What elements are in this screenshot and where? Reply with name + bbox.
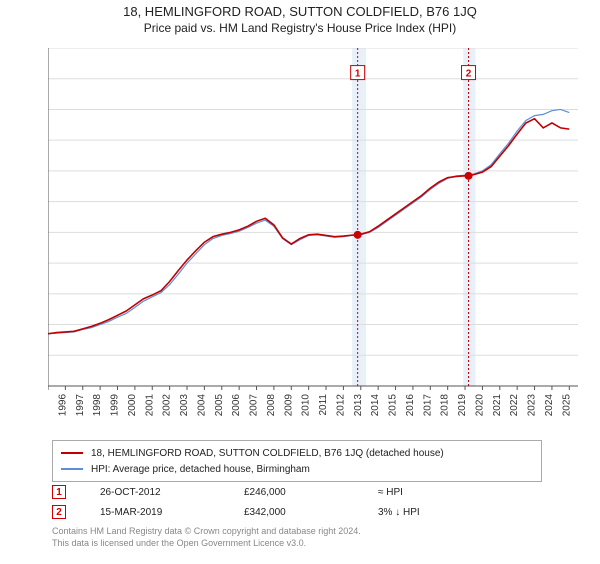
svg-text:2012: 2012	[335, 394, 346, 417]
svg-text:2015: 2015	[388, 394, 399, 417]
trade-row: 1 26-OCT-2012 £246,000 ≈ HPI	[52, 482, 542, 502]
trade-row: 2 15-MAR-2019 £342,000 3% ↓ HPI	[52, 502, 542, 522]
svg-text:2021: 2021	[492, 394, 503, 417]
svg-text:2000: 2000	[127, 394, 138, 417]
svg-text:2016: 2016	[405, 394, 416, 417]
svg-text:1996: 1996	[57, 394, 68, 417]
footer-line-2: This data is licensed under the Open Gov…	[52, 538, 542, 550]
legend-row: HPI: Average price, detached house, Birm…	[61, 461, 533, 477]
svg-text:2006: 2006	[231, 394, 242, 417]
trade-date: 26-OCT-2012	[100, 487, 210, 498]
trade-diff: 3% ↓ HPI	[378, 507, 420, 518]
legend-label-hpi: HPI: Average price, detached house, Birm…	[91, 464, 310, 475]
svg-text:1998: 1998	[92, 394, 103, 417]
svg-text:2008: 2008	[266, 394, 277, 417]
svg-text:2001: 2001	[144, 394, 155, 417]
trade-price: £342,000	[244, 507, 344, 518]
svg-text:2009: 2009	[283, 394, 294, 417]
svg-text:2002: 2002	[162, 394, 173, 417]
svg-text:2017: 2017	[422, 394, 433, 417]
svg-text:2018: 2018	[440, 394, 451, 417]
legend-row: 18, HEMLINGFORD ROAD, SUTTON COLDFIELD, …	[61, 445, 533, 461]
legend-swatch-hpi	[61, 468, 83, 470]
svg-text:2007: 2007	[249, 394, 260, 417]
trade-marker-1: 1	[52, 485, 66, 499]
svg-text:2011: 2011	[318, 394, 329, 416]
trade-price: £246,000	[244, 487, 344, 498]
chart-subtitle: Price paid vs. HM Land Registry's House …	[0, 21, 600, 35]
svg-text:2025: 2025	[561, 394, 572, 417]
svg-text:2020: 2020	[474, 394, 485, 417]
svg-text:1999: 1999	[110, 394, 121, 417]
svg-text:2013: 2013	[353, 394, 364, 417]
chart-title: 18, HEMLINGFORD ROAD, SUTTON COLDFIELD, …	[0, 4, 600, 19]
svg-text:2019: 2019	[457, 394, 468, 417]
trade-rows: 1 26-OCT-2012 £246,000 ≈ HPI 2 15-MAR-20…	[52, 482, 542, 522]
svg-text:2003: 2003	[179, 394, 190, 417]
trade-diff: ≈ HPI	[378, 487, 403, 498]
chart-area: £0£50K£100K£150K£200K£250K£300K£350K£400…	[48, 48, 588, 418]
trade-marker-2: 2	[52, 505, 66, 519]
svg-text:2010: 2010	[301, 394, 312, 417]
legend-label-property: 18, HEMLINGFORD ROAD, SUTTON COLDFIELD, …	[91, 448, 444, 459]
legend-box: 18, HEMLINGFORD ROAD, SUTTON COLDFIELD, …	[52, 440, 542, 482]
svg-text:2022: 2022	[509, 394, 520, 417]
footer-text: Contains HM Land Registry data © Crown c…	[52, 526, 542, 549]
svg-text:2024: 2024	[544, 394, 555, 417]
svg-text:1: 1	[355, 69, 361, 80]
footer-line-1: Contains HM Land Registry data © Crown c…	[52, 526, 542, 538]
svg-text:1995: 1995	[48, 394, 51, 417]
svg-text:2: 2	[466, 69, 472, 80]
svg-text:2004: 2004	[196, 394, 207, 417]
trade-date: 15-MAR-2019	[100, 507, 210, 518]
svg-text:1997: 1997	[75, 394, 86, 417]
legend-swatch-property	[61, 452, 83, 454]
svg-text:2023: 2023	[527, 394, 538, 417]
svg-text:2014: 2014	[370, 394, 381, 417]
chart-svg: £0£50K£100K£150K£200K£250K£300K£350K£400…	[48, 48, 588, 418]
svg-text:2005: 2005	[214, 394, 225, 417]
